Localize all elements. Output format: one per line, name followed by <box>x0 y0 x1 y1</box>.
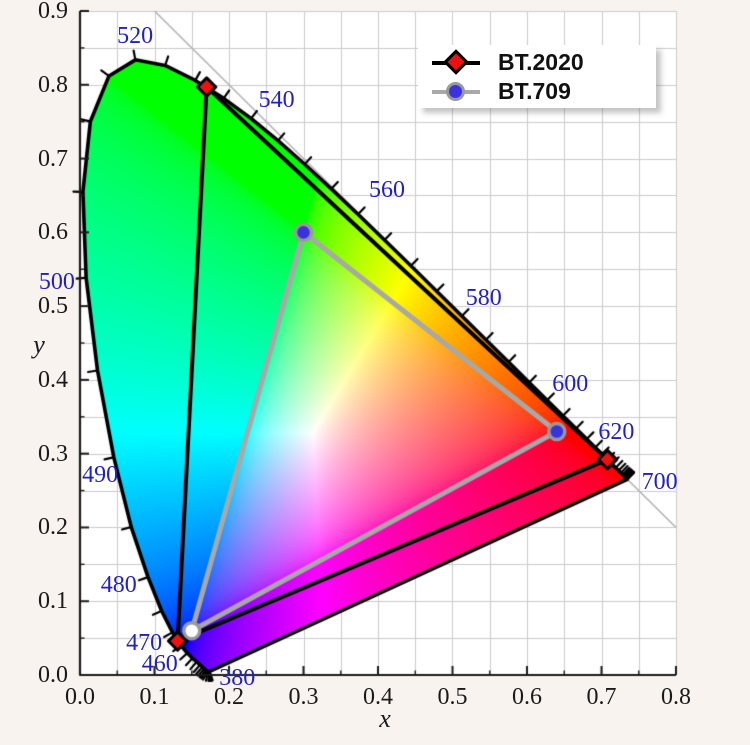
legend: BT.2020 BT.709 <box>418 45 656 108</box>
wavelength-label-480: 480 <box>100 571 137 598</box>
legend-item-bt2020: BT.2020 <box>418 48 656 77</box>
wavelength-label-520: 520 <box>117 23 154 50</box>
y-axis-title: y <box>33 330 45 359</box>
y-tick-label: 0.5 <box>38 293 68 320</box>
wavelength-label-460: 460 <box>141 650 178 677</box>
legend-label-bt2020: BT.2020 <box>498 48 584 75</box>
bt2020-line-sample <box>424 48 488 77</box>
x-tick-label: 0.8 <box>661 684 691 710</box>
x-tick-label: 0.4 <box>363 684 393 710</box>
legend-label-bt709: BT.709 <box>498 77 571 104</box>
wavelength-label-500: 500 <box>38 268 75 295</box>
y-tick-label: 0.9 <box>38 0 68 24</box>
y-tick-label: 0.3 <box>38 440 68 467</box>
x-tick-label: 0.7 <box>586 684 617 710</box>
wavelength-label-470: 470 <box>126 630 163 657</box>
legend-item-bt709: BT.709 <box>418 77 656 106</box>
bt2020-diamond-icon <box>443 48 469 75</box>
x-tick-label: 0.5 <box>437 684 468 710</box>
y-tick-label: 0.2 <box>38 514 68 541</box>
y-tick-label: 0.0 <box>38 662 68 688</box>
x-tick-label: 0.0 <box>65 684 95 710</box>
y-tick-label: 0.7 <box>38 145 68 172</box>
y-tick-label: 0.4 <box>38 366 68 393</box>
x-tick-label: 0.1 <box>139 684 170 710</box>
x-tick-label: 0.2 <box>214 684 244 710</box>
x-axis-title: x <box>379 704 391 733</box>
y-tick-label: 0.1 <box>38 588 68 615</box>
wavelength-label-700: 700 <box>641 468 678 495</box>
y-tick-label: 0.6 <box>38 219 68 246</box>
wavelength-label-540: 540 <box>258 87 295 114</box>
wavelength-label-560: 560 <box>368 177 405 204</box>
y-tick-label: 0.8 <box>38 71 68 98</box>
wavelength-label-620: 620 <box>598 419 635 446</box>
x-tick-label: 0.6 <box>512 684 542 710</box>
bt709-line-sample <box>424 77 488 106</box>
x-tick-label: 0.3 <box>288 684 319 710</box>
bt709-circle-icon <box>446 81 465 101</box>
wavelength-label-380: 380 <box>219 664 256 691</box>
wavelength-label-580: 580 <box>465 284 502 311</box>
wavelength-label-600: 600 <box>552 371 589 398</box>
wavelength-label-490: 490 <box>82 462 119 489</box>
